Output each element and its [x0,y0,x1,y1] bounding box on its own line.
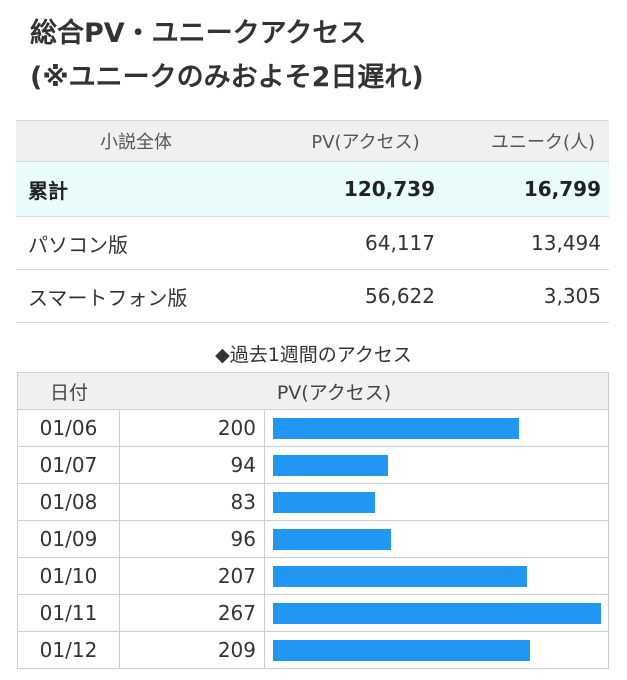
row-pv-value: 200 [120,410,265,446]
table-row: 01/07 94 [18,447,608,484]
row-pv: 64,117 [365,231,435,255]
bar-cell [265,595,608,631]
row-date: 01/07 [18,447,120,483]
title-line-2: (※ユニークのみおよそ2日遅れ) [30,62,424,93]
row-pv-value: 96 [120,521,265,557]
summary-header-row: 小説全体 PV(アクセス) ユニーク(人) [16,120,609,162]
summary-row-smartphone: スマートフォン版 56,622 3,305 [16,270,609,323]
pv-bar [273,566,527,587]
bar-cell [265,521,608,557]
bar-cell [265,632,608,668]
row-unique: 16,799 [523,177,601,201]
row-unique: 13,494 [531,231,601,255]
table-row: 01/06 200 [18,410,608,447]
header-pv: PV(アクセス) [311,132,420,153]
row-pv-value: 207 [120,558,265,594]
page-title: 総合PV・ユニークアクセス (※ユニークのみおよそ2日遅れ) [30,12,424,100]
row-unique: 3,305 [543,284,601,308]
pv-bar [273,603,601,624]
row-date: 01/10 [18,558,120,594]
header-unique: ユニーク(人) [490,132,595,153]
pv-bar [273,418,519,439]
table-row: 01/10 207 [18,558,608,595]
table-row: 01/09 96 [18,521,608,558]
row-date: 01/12 [18,632,120,668]
row-date: 01/08 [18,484,120,520]
weekly-title: ◆過去1週間のアクセス [215,344,412,366]
bar-cell [265,410,608,446]
summary-row-pc: パソコン版 64,117 13,494 [16,217,609,270]
row-pv: 120,739 [343,177,435,201]
pv-bar [273,492,375,513]
header-novel-total: 小説全体 [100,132,172,153]
table-row: 01/08 83 [18,484,608,521]
row-label: 累計 [28,178,68,203]
row-date: 01/09 [18,521,120,557]
row-date: 01/11 [18,595,120,631]
table-row: 01/11 267 [18,595,608,632]
row-pv-value: 267 [120,595,265,631]
weekly-header-row: 日付 PV(アクセス) [18,373,608,410]
pv-bar [273,640,530,661]
row-label: パソコン版 [28,232,128,257]
bar-cell [265,484,608,520]
row-pv-value: 209 [120,632,265,668]
row-pv-value: 94 [120,447,265,483]
pv-bar [273,455,388,476]
title-line-1: 総合PV・ユニークアクセス [30,18,367,49]
header-pv: PV(アクセス) [276,381,392,404]
pv-bar [273,529,391,550]
summary-table: 小説全体 PV(アクセス) ユニーク(人) 累計 120,739 16,799 … [16,120,609,323]
weekly-access-table: 日付 PV(アクセス) 01/06 200 01/07 94 01/08 83 01/09 9… [17,372,609,669]
summary-row-total: 累計 120,739 16,799 [16,162,609,217]
row-label: スマートフォン版 [28,285,188,310]
row-date: 01/06 [18,410,120,446]
bar-cell [265,558,608,594]
bar-cell [265,447,608,483]
header-date: 日付 [49,381,88,404]
table-row: 01/12 209 [18,632,608,668]
row-pv: 56,622 [365,284,435,308]
weekly-rows: 01/06 200 01/07 94 01/08 83 01/09 96 01/10 207 01/… [18,410,608,668]
row-pv-value: 83 [120,484,265,520]
